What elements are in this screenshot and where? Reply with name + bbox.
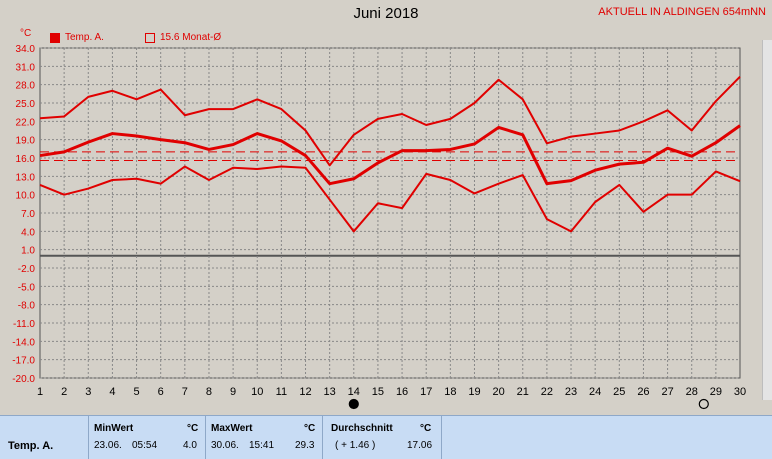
y-tick-label: 13.0 <box>16 172 36 183</box>
series-line-mean <box>39 124 741 186</box>
max-header: MaxWert <box>211 423 253 434</box>
x-tick-label: 11 <box>276 386 287 398</box>
x-tick-label: 23 <box>565 386 577 398</box>
x-tick-label: 20 <box>492 386 504 398</box>
x-tick-label: 2 <box>61 386 67 398</box>
x-tick-label: 25 <box>613 386 625 398</box>
max-time: 15:41 <box>249 440 275 451</box>
y-tick-label: 19.0 <box>16 136 36 147</box>
y-tick-label: 4.0 <box>21 227 35 238</box>
x-tick-label: 8 <box>206 386 212 398</box>
avg-unit: °C <box>420 423 432 434</box>
x-tick-label: 15 <box>372 386 384 398</box>
min-cell: MinWert °C 23.06. 05:54 4.0 <box>88 416 205 459</box>
x-tick-label: 28 <box>686 386 698 398</box>
y-tick-label: 31.0 <box>16 62 36 73</box>
x-tick-label: 26 <box>637 386 649 398</box>
y-tick-label: -8.0 <box>18 301 36 312</box>
max-unit: °C <box>304 423 316 434</box>
station-status: AKTUELL IN ALDINGEN 654mNN <box>598 6 766 18</box>
x-tick-label: 21 <box>517 386 529 398</box>
y-tick-label: -5.0 <box>18 282 36 293</box>
y-tick-label: 16.0 <box>16 154 36 165</box>
x-tick-label: 4 <box>109 386 115 398</box>
y-tick-label: 1.0 <box>21 246 35 257</box>
max-value: 29.3 <box>295 440 315 451</box>
stats-panel: Temp. A. MinWert °C 23.06. 05:54 4.0 Max… <box>0 415 772 459</box>
y-tick-label: -11.0 <box>13 319 35 330</box>
y-tick-label: -14.0 <box>12 337 35 348</box>
x-tick-label: 14 <box>348 386 360 398</box>
marker-filled <box>348 398 359 410</box>
min-time: 05:54 <box>132 440 158 451</box>
avg-header: Durchschnitt <box>331 423 393 434</box>
side-strip <box>762 40 772 400</box>
legend-label-temp: Temp. A. <box>65 32 104 43</box>
legend-item-temp[interactable]: Temp. A. <box>50 32 104 43</box>
y-tick-label: 22.0 <box>16 117 36 128</box>
max-cell: MaxWert °C 30.06. 15:41 29.3 <box>205 416 322 459</box>
avg-value: 17.06 <box>407 440 433 451</box>
min-value: 4.0 <box>183 440 197 451</box>
unit-label: °C <box>20 28 32 39</box>
y-tick-label: 28.0 <box>16 81 36 92</box>
series-line-max <box>39 76 741 167</box>
x-tick-label: 22 <box>541 386 553 398</box>
x-tick-label: 18 <box>444 386 456 398</box>
x-tick-label: 16 <box>396 386 408 398</box>
y-tick-label: -20.0 <box>12 374 35 385</box>
x-tick-label: 27 <box>661 386 673 398</box>
x-tick-label: 13 <box>324 386 336 398</box>
temperature-chart: 34.031.028.025.022.019.016.013.010.07.04… <box>12 44 746 410</box>
avg-cell: Durchschnitt °C ( + 1.46 ) 17.06 <box>322 416 442 459</box>
x-tick-label: 3 <box>85 386 91 398</box>
x-tick-label: 5 <box>133 386 139 398</box>
y-tick-label: -2.0 <box>18 264 36 275</box>
x-tick-label: 30 <box>734 386 746 398</box>
chart-title: Juni 2018 <box>353 5 419 22</box>
x-tick-label: 12 <box>299 386 311 398</box>
y-tick-label: -17.0 <box>12 356 35 367</box>
max-date: 30.06. <box>211 440 239 451</box>
stats-row-label: Temp. A. <box>8 440 54 452</box>
x-tick-label: 1 <box>37 386 43 398</box>
x-tick-label: 6 <box>158 386 164 398</box>
legend-swatch-filled <box>50 32 60 43</box>
x-tick-label: 10 <box>251 386 263 398</box>
x-tick-label: 19 <box>468 386 480 398</box>
y-tick-label: 10.0 <box>16 191 36 202</box>
legend-swatch-outline <box>145 32 155 43</box>
x-tick-label: 9 <box>230 386 236 398</box>
x-tick-label: 24 <box>589 386 601 398</box>
legend-label-monthly-avg: 15.6 Monat-Ø <box>160 32 222 43</box>
x-tick-label: 29 <box>710 386 722 398</box>
series-line-min <box>39 165 741 233</box>
y-tick-label: 7.0 <box>21 209 35 220</box>
avg-diff: ( + 1.46 ) <box>335 440 376 451</box>
min-date: 23.06. <box>94 440 122 451</box>
marker-open <box>698 398 709 410</box>
x-tick-label: 17 <box>420 386 432 398</box>
y-tick-label: 25.0 <box>16 99 36 110</box>
x-tick-label: 7 <box>182 386 188 398</box>
min-header: MinWert <box>94 423 134 434</box>
y-tick-label: 34.0 <box>16 44 36 55</box>
min-unit: °C <box>187 423 199 434</box>
legend-item-monthly-avg[interactable]: 15.6 Monat-Ø <box>145 32 221 43</box>
